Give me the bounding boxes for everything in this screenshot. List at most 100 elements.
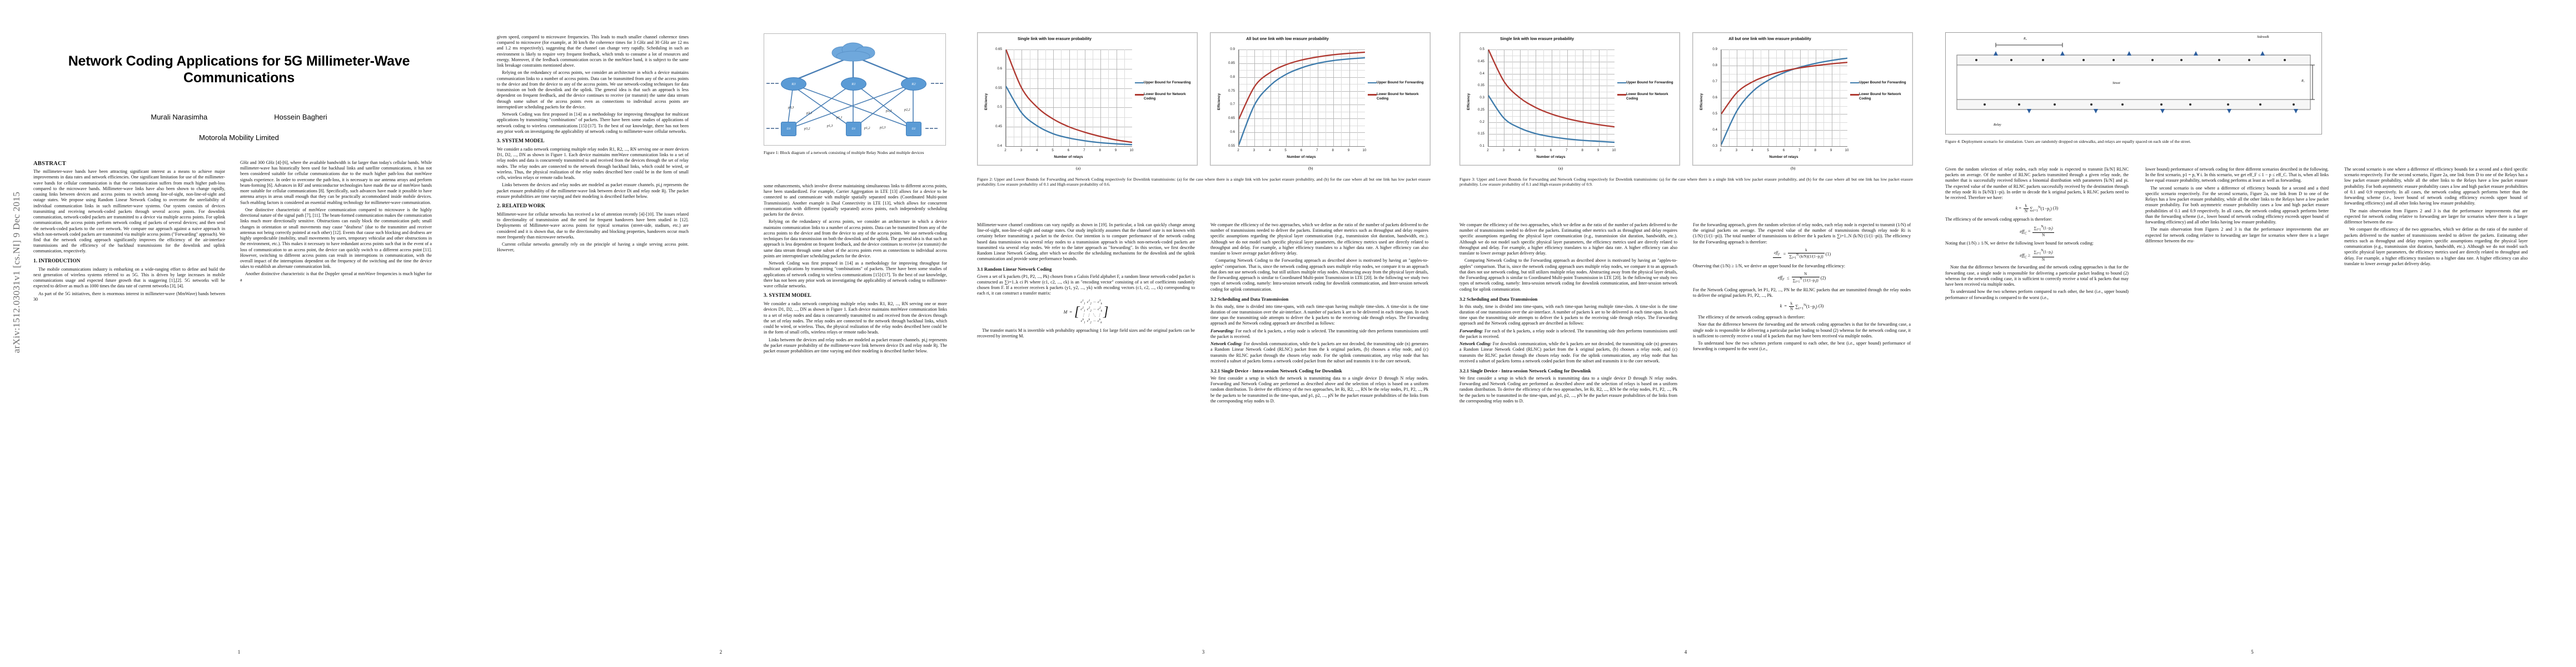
- page2-column-1: given speed, compared to microwave frequ…: [497, 34, 689, 629]
- section-3-heading-dup: 3. SYSTEM MODEL: [764, 293, 811, 299]
- intro-paragraph-1: The mobile communications industry is em…: [33, 266, 225, 289]
- x-axis-tick-label: 6: [1782, 148, 1785, 152]
- chart-title: Single link with low erasure probability: [1018, 36, 1092, 41]
- page-3: Single link with low erasure probability…: [964, 0, 1443, 667]
- page3-s31-paragraph-2: The transfer matrix M is invertible with…: [977, 327, 1195, 339]
- y-axis-tick-label: 0.6: [997, 66, 1002, 71]
- section-1-heading: 1. INTRODUCTION: [33, 258, 81, 264]
- page-4: Single link with low erasure probability…: [1446, 0, 1925, 667]
- y-axis-tick-label: 0.6: [1712, 96, 1717, 99]
- chart-title: All but one link with low erasure probab…: [1246, 36, 1329, 41]
- y-axis-tick-label: 0.4: [997, 144, 1002, 148]
- author-2: Hossein Bagheri: [274, 113, 327, 121]
- grid-line-vertical-minor: [1496, 49, 1497, 146]
- abstract-text: The millimeter-wave bands have been attr…: [33, 169, 225, 254]
- legend-entry: Lower Bound for Network Coding: [1135, 92, 1194, 101]
- x-axis-tick-label: 2: [1004, 148, 1007, 152]
- y-axis-tick-label: 0.5: [997, 105, 1002, 109]
- device-node-d1: D1: [846, 122, 861, 136]
- plot-area: [1488, 49, 1615, 147]
- chart-fig2a: Single link with low erasure probability…: [977, 32, 1198, 166]
- page2-s2-paragraph-2: Current cellular networks generally rely…: [497, 242, 689, 253]
- y-axis-tick-label: 0.85: [1228, 61, 1235, 65]
- series-line: [1721, 62, 1847, 115]
- device-node-d2: D2: [906, 122, 921, 136]
- page-number-3: 3: [1202, 649, 1205, 655]
- network-coding-label: Network Coding:: [1210, 341, 1243, 347]
- grid-line-vertical-minor: [1729, 49, 1730, 146]
- chart-title: All but one link with low erasure probab…: [1728, 36, 1811, 41]
- forwarding-label: Forwarding:: [1210, 328, 1234, 334]
- grid-line-vertical-minor: [1745, 49, 1746, 146]
- page-number-1: 1: [237, 649, 241, 655]
- x-axis-tick-label: 2: [1237, 148, 1239, 152]
- grid-line-vertical-minor: [1341, 49, 1342, 146]
- x-axis-tick-label: 3: [1020, 148, 1023, 152]
- edge-label-p12: p1,2: [864, 127, 870, 130]
- grid-line-vertical-minor: [1543, 49, 1544, 146]
- page2-col2-paragraph-3: Network Coding was first proposed in [14…: [764, 261, 947, 288]
- figure-3a-sublabel: (a): [1558, 166, 1563, 171]
- page5-column-3: The second scenario is one where a diffe…: [2344, 167, 2528, 634]
- y-axis-tick-label: 0.65: [995, 47, 1002, 51]
- page-title: Network Coding Applications for 5G Milli…: [68, 53, 410, 86]
- y-axis-tick-label: 0.45: [1477, 59, 1484, 63]
- legend-entry: Upper Bound for Forwarding: [1135, 81, 1194, 85]
- x-axis-tick-label: 10: [1129, 148, 1134, 152]
- x-axis-tick-label: 6: [1067, 148, 1070, 152]
- grid-line-vertical-minor: [1776, 49, 1777, 146]
- grid-line-vertical-minor: [1045, 49, 1046, 146]
- edge-label-p22: p2,2: [904, 108, 910, 112]
- grid-line-vertical: [1349, 49, 1350, 146]
- x-axis-label: Number of relays: [1769, 155, 1798, 159]
- grid-line-vertical: [1302, 49, 1303, 146]
- grid-line-vertical-minor: [1124, 49, 1125, 146]
- page5-col3-paragraph-1: The second scenario is one where a diffe…: [2344, 167, 2528, 206]
- page2-col2-paragraph-1: some enhancements, which involve diverse…: [764, 183, 947, 217]
- grid-line-vertical-minor: [1559, 49, 1560, 146]
- y-axis-tick-label: 0.5: [1712, 112, 1717, 116]
- page4-col1-paragraph-2: Comparing Network Coding to the Forwardi…: [1459, 258, 1677, 292]
- x-axis-tick-label: 10: [1612, 148, 1616, 152]
- legend-entry: Upper Bound for Forwarding: [1850, 81, 1909, 85]
- x-axis-tick-label: 7: [1083, 148, 1085, 152]
- edge-label-p13: p1,3: [827, 125, 833, 128]
- grid-line-vertical-minor: [1077, 49, 1078, 146]
- grid-line-vertical: [1100, 49, 1102, 146]
- page2-s2-paragraph-1: Millimeter-wave for cellular networks ha…: [497, 211, 689, 240]
- section-3-2-heading: 3.2 Scheduling and Data Transmission: [1210, 296, 1289, 302]
- y-axis-tick-label: 0.75: [1228, 88, 1235, 93]
- x-axis-tick-label: 2: [1487, 148, 1489, 152]
- chart-fig2b: All but one link with low erasure probab…: [1210, 32, 1431, 166]
- dash-left-relay: [766, 83, 779, 84]
- legend-swatch: [1368, 94, 1377, 96]
- relay-label: Relay: [1994, 123, 2001, 127]
- grid-line-vertical: [1598, 49, 1600, 146]
- page2-col1-paragraph-3: Network Coding was first proposed in [14…: [497, 112, 689, 134]
- grid-line-vertical: [1006, 49, 1007, 146]
- page1-column-2: GHz and 300 GHz [4]-[6], where the avail…: [240, 160, 432, 638]
- title-block: Network Coding Applications for 5G Milli…: [22, 53, 456, 142]
- x-axis-tick-label: 2: [1720, 148, 1722, 152]
- page-number-5: 5: [2251, 649, 2254, 655]
- grid-line-vertical-minor: [1823, 49, 1825, 146]
- page-2: given speed, compared to microwave frequ…: [481, 0, 960, 667]
- dash-left-device: [766, 128, 779, 129]
- figure-2-caption: Figure 2: Upper and Lower Bounds for For…: [977, 177, 1431, 187]
- y-axis-label: Efficiency: [1700, 93, 1703, 110]
- x-axis-tick-label: 9: [1597, 148, 1600, 152]
- page5-col2-paragraph-1: lower bound) performance of network codi…: [2145, 167, 2329, 183]
- page1-col2-paragraph-1: GHz and 300 GHz [4]-[6], where the avail…: [240, 160, 432, 205]
- series-line: [1239, 51, 1365, 120]
- legend-entry: Lower Bound for Network Coding: [1850, 92, 1909, 101]
- x-axis-tick-label: 9: [1830, 148, 1832, 152]
- equation-1: effF = k ∑i=1N (k/N)(1/(1−pi)) (1): [1772, 247, 1831, 260]
- page4-s32-paragraph-1: In this study, time is divided into time…: [1459, 303, 1677, 326]
- figure-2b-sublabel: (b): [1308, 166, 1313, 171]
- grid-line-horizontal: [1239, 146, 1365, 147]
- abstract-heading: ABSTRACT: [33, 161, 66, 167]
- page3-s31-paragraph-1: Given a set of k packets (P1, P2, ..., P…: [977, 273, 1195, 296]
- equation-2-number: (2): [1820, 275, 1826, 281]
- series-line: [1239, 57, 1365, 145]
- plot-area: [1238, 49, 1365, 147]
